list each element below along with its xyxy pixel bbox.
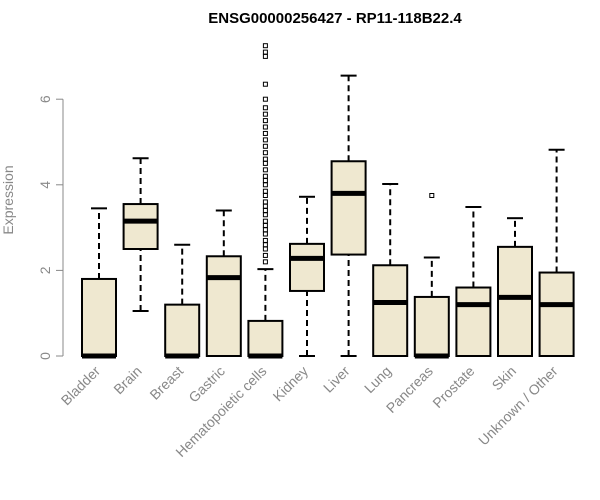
- box-unknown-other: [538, 148, 575, 358]
- y-tick-label: 2: [37, 266, 53, 274]
- x-tick-label: Prostate: [429, 363, 477, 411]
- outlier-point: [262, 160, 268, 166]
- outlier-point: [262, 227, 268, 233]
- outlier-point: [262, 105, 268, 111]
- y-tick-label: 4: [37, 181, 53, 189]
- outlier-point: [262, 49, 268, 55]
- outlier-point: [262, 188, 268, 194]
- boxes-group: [81, 43, 575, 359]
- box-body: [497, 245, 533, 357]
- x-tick-label: Liver: [320, 363, 353, 396]
- x-tick-label: Lung: [361, 363, 394, 396]
- outlier-point: [429, 193, 435, 198]
- y-axis-label: Expression: [0, 165, 16, 234]
- x-tick-label: Kidney: [270, 363, 312, 405]
- outlier-point: [262, 246, 268, 252]
- outlier-point: [262, 96, 268, 102]
- outlier-point: [262, 252, 268, 258]
- outlier-point: [262, 231, 268, 237]
- box-body: [122, 203, 159, 250]
- outlier-point: [262, 137, 268, 143]
- box-body: [164, 303, 201, 358]
- box-kidney: [289, 195, 325, 357]
- box-gastric: [205, 209, 242, 357]
- outlier-point: [262, 130, 268, 136]
- outlier-point: [262, 53, 268, 59]
- y-tick-label: 0: [37, 352, 53, 360]
- outlier-point: [262, 182, 268, 188]
- outlier-point: [262, 259, 268, 265]
- outlier-point: [262, 242, 268, 248]
- box-body: [413, 295, 450, 358]
- box-body: [205, 255, 242, 357]
- outlier-point: [262, 222, 268, 228]
- y-tick-label: 6: [37, 95, 53, 103]
- box-hematopoietic-cells: [247, 43, 284, 359]
- x-tick-label: Bladder: [58, 363, 104, 409]
- outlier-point: [262, 199, 268, 205]
- x-tick-label: Breast: [146, 363, 186, 403]
- box-skin: [497, 217, 533, 357]
- chart-title: ENSG00000256427 - RP11-118B22.4: [208, 10, 462, 27]
- box-breast: [164, 243, 201, 359]
- box-body: [538, 271, 575, 358]
- box-body: [372, 264, 409, 358]
- box-body: [81, 277, 117, 357]
- box-prostate: [455, 206, 492, 357]
- outlier-point: [262, 178, 268, 184]
- outlier-point: [262, 111, 268, 117]
- outlier-point: [262, 118, 268, 124]
- outlier-point: [262, 193, 268, 198]
- x-tick-label: Unknown / Other: [475, 363, 561, 449]
- y-axis: 0 2 4 6: [37, 95, 64, 360]
- box-body: [247, 319, 284, 357]
- outlier-point: [262, 124, 268, 130]
- outlier-point: [262, 207, 268, 213]
- box-lung: [372, 182, 409, 358]
- box-body: [330, 160, 367, 256]
- x-tick-label: Brain: [110, 363, 144, 397]
- outlier-point: [262, 173, 268, 179]
- outlier-point: [262, 150, 268, 156]
- outlier-point: [262, 167, 268, 173]
- outlier-point: [262, 43, 268, 49]
- box-body: [455, 286, 492, 357]
- box-bladder: [81, 207, 117, 359]
- outlier-point: [262, 156, 268, 162]
- outlier-point: [262, 81, 268, 87]
- outlier-point: [262, 203, 268, 209]
- outlier-point: [262, 212, 268, 218]
- outlier-point: [262, 218, 268, 224]
- x-tick-label: Skin: [489, 363, 520, 394]
- outlier-point: [262, 143, 268, 149]
- outlier-point: [262, 237, 268, 243]
- box-liver: [330, 74, 367, 357]
- box-body: [289, 242, 325, 292]
- box-brain: [122, 157, 159, 313]
- box-pancreas: [413, 193, 450, 359]
